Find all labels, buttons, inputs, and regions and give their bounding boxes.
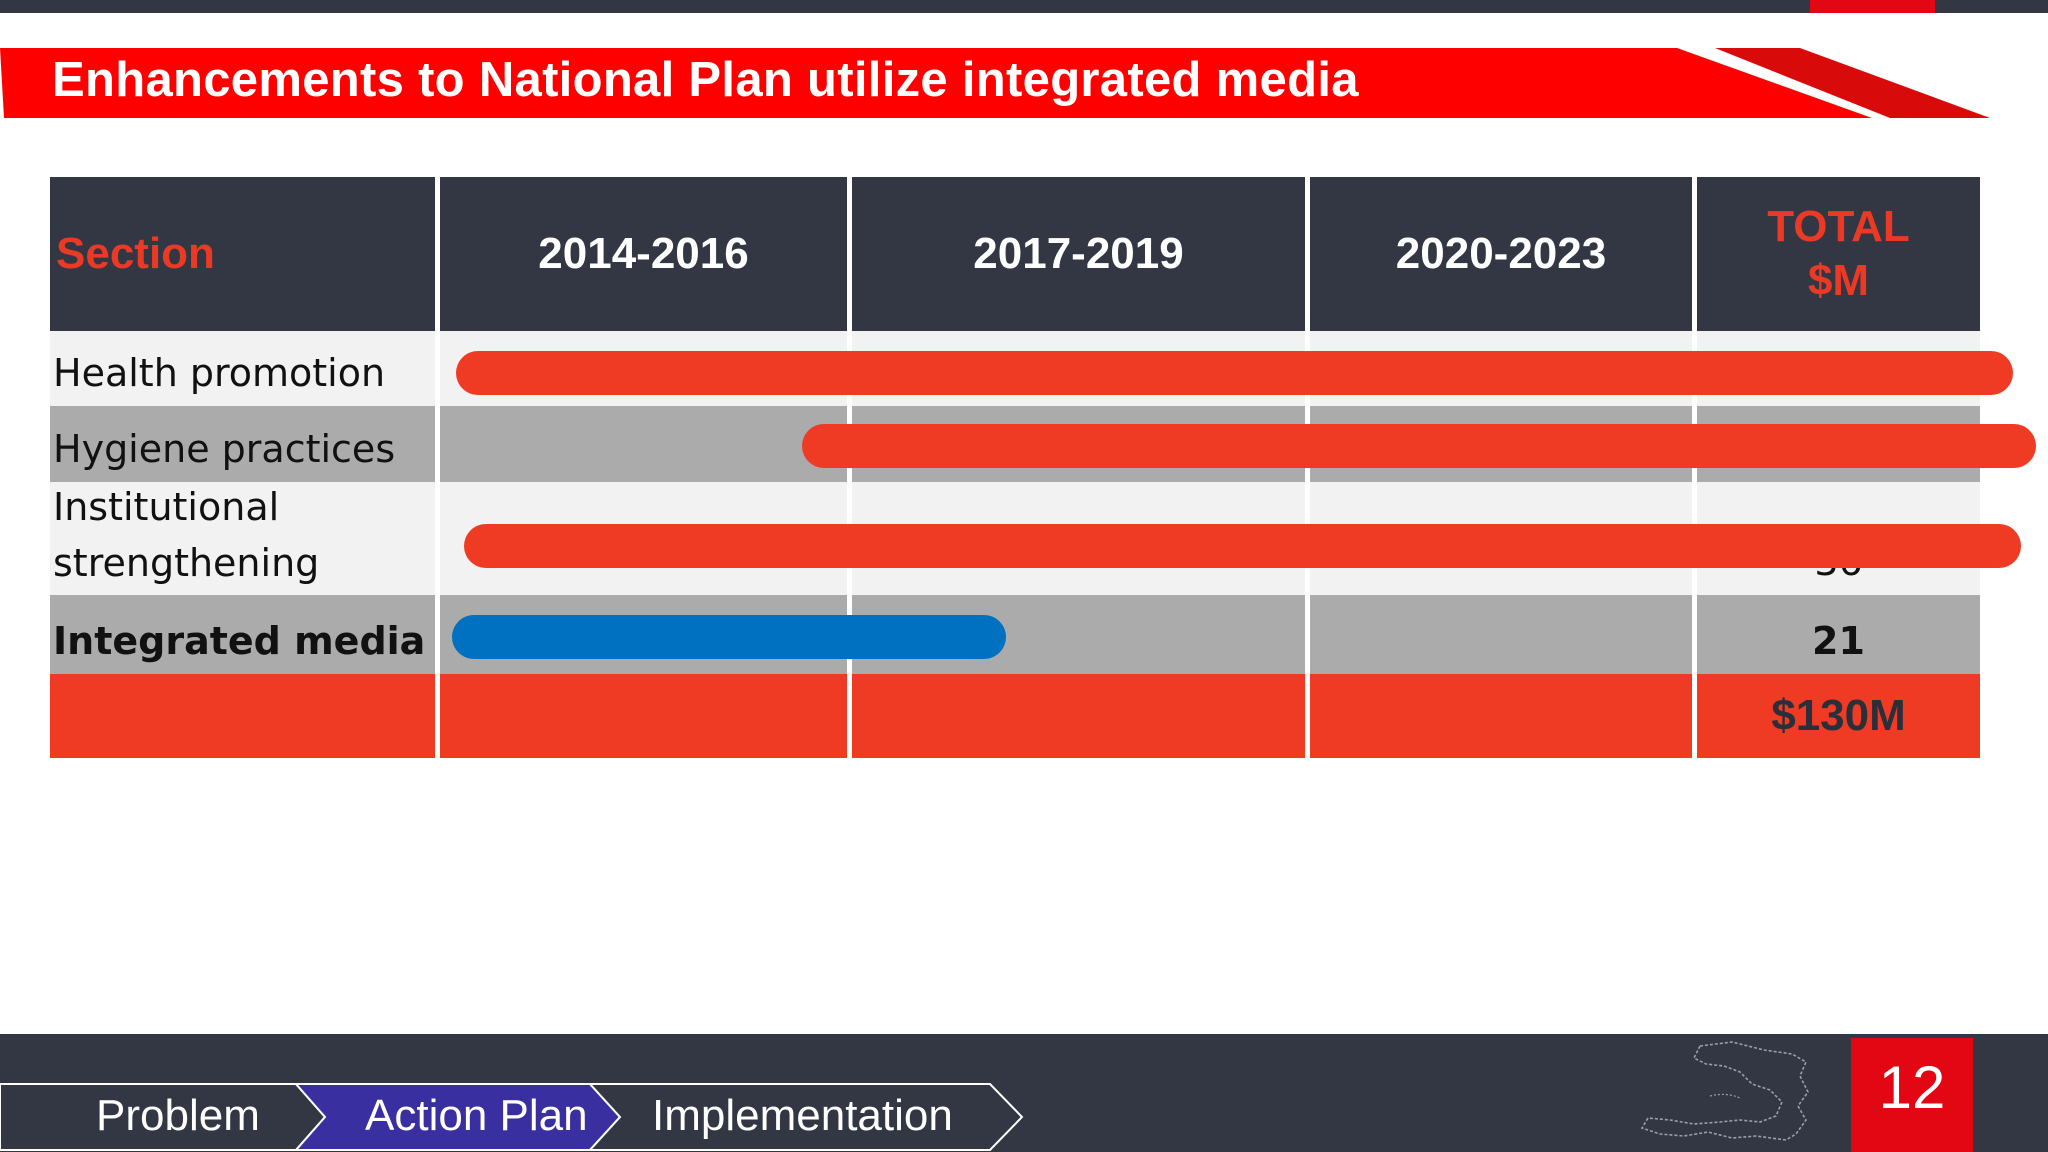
table-header-row: Section 2014-2016 2017-2019 2020-2023 TO… xyxy=(50,177,1980,331)
timeline-bar xyxy=(456,351,2013,395)
budget-table: Section 2014-2016 2017-2019 2020-2023 TO… xyxy=(50,177,2036,761)
row-label-cell: Institutional strengthening xyxy=(50,482,435,595)
haiti-map-icon xyxy=(1640,1041,1809,1141)
row-label: Institutional strengthening xyxy=(53,479,319,591)
header-total-label: TOTAL $M xyxy=(1697,200,1980,308)
row-total-value: 21 xyxy=(1812,619,1865,663)
row-label-line1: Institutional xyxy=(53,485,280,529)
header-cell-section: Section xyxy=(50,177,435,331)
header-cell-period-3: 2020-2023 xyxy=(1310,177,1692,331)
header-period-label: 2020-2023 xyxy=(1395,229,1607,278)
header-cell-period-2: 2017-2019 xyxy=(852,177,1305,331)
table-row: Integrated media 21 xyxy=(50,595,1980,674)
total-row-cell xyxy=(1310,674,1692,758)
header-cell-period-1: 2014-2016 xyxy=(440,177,847,331)
row-label-cell: Integrated media xyxy=(50,595,435,674)
row-label: Hygiene practices xyxy=(53,427,396,471)
row-label-line2: strengthening xyxy=(53,541,320,585)
header-cell-total: TOTAL $M xyxy=(1697,177,1980,331)
row-total-cell: 21 xyxy=(1697,595,1980,674)
total-row-cell xyxy=(440,674,847,758)
grand-total-value: $130M xyxy=(1771,691,1906,740)
table-total-row: $130M xyxy=(50,674,1980,758)
table-row: Institutional strengthening 36 xyxy=(50,482,2021,595)
row-label: Health promotion xyxy=(53,351,386,395)
timeline-bar xyxy=(464,524,2021,568)
header-total-line2: $M xyxy=(1807,256,1870,305)
total-row-cell xyxy=(50,674,435,758)
table-row: Health promotion 54 xyxy=(50,331,2013,406)
title-banner-shape xyxy=(0,48,1990,118)
top-strip xyxy=(0,0,2048,13)
header-period-label: 2014-2016 xyxy=(538,229,749,278)
row-period-cell xyxy=(440,406,847,482)
grand-total-cell: $130M xyxy=(1697,674,1980,758)
timeline-bar xyxy=(802,424,2036,468)
timeline-bar xyxy=(452,615,1006,659)
table-row: Hygiene practices 19 xyxy=(50,406,2036,482)
top-accent-bar xyxy=(1810,0,1935,13)
breadcrumb-item-action-plan[interactable]: Action Plan xyxy=(365,1091,588,1140)
header-section-label: Section xyxy=(56,229,215,278)
breadcrumb-item-problem[interactable]: Problem xyxy=(96,1091,260,1140)
row-label: Integrated media xyxy=(53,619,426,663)
header-period-label: 2017-2019 xyxy=(973,229,1184,278)
breadcrumb-arrows xyxy=(0,1083,1024,1151)
row-label-cell: Hygiene practices xyxy=(50,406,435,482)
breadcrumb-item-implementation[interactable]: Implementation xyxy=(652,1091,953,1140)
row-period-cell xyxy=(1310,595,1692,674)
page-number: 12 xyxy=(1851,1038,1973,1152)
row-label-cell: Health promotion xyxy=(50,331,435,406)
title-banner xyxy=(0,48,2048,120)
total-row-cell xyxy=(852,674,1305,758)
header-total-line1: TOTAL xyxy=(1767,202,1910,251)
page-title: Enhancements to National Plan utilize in… xyxy=(52,53,1359,107)
